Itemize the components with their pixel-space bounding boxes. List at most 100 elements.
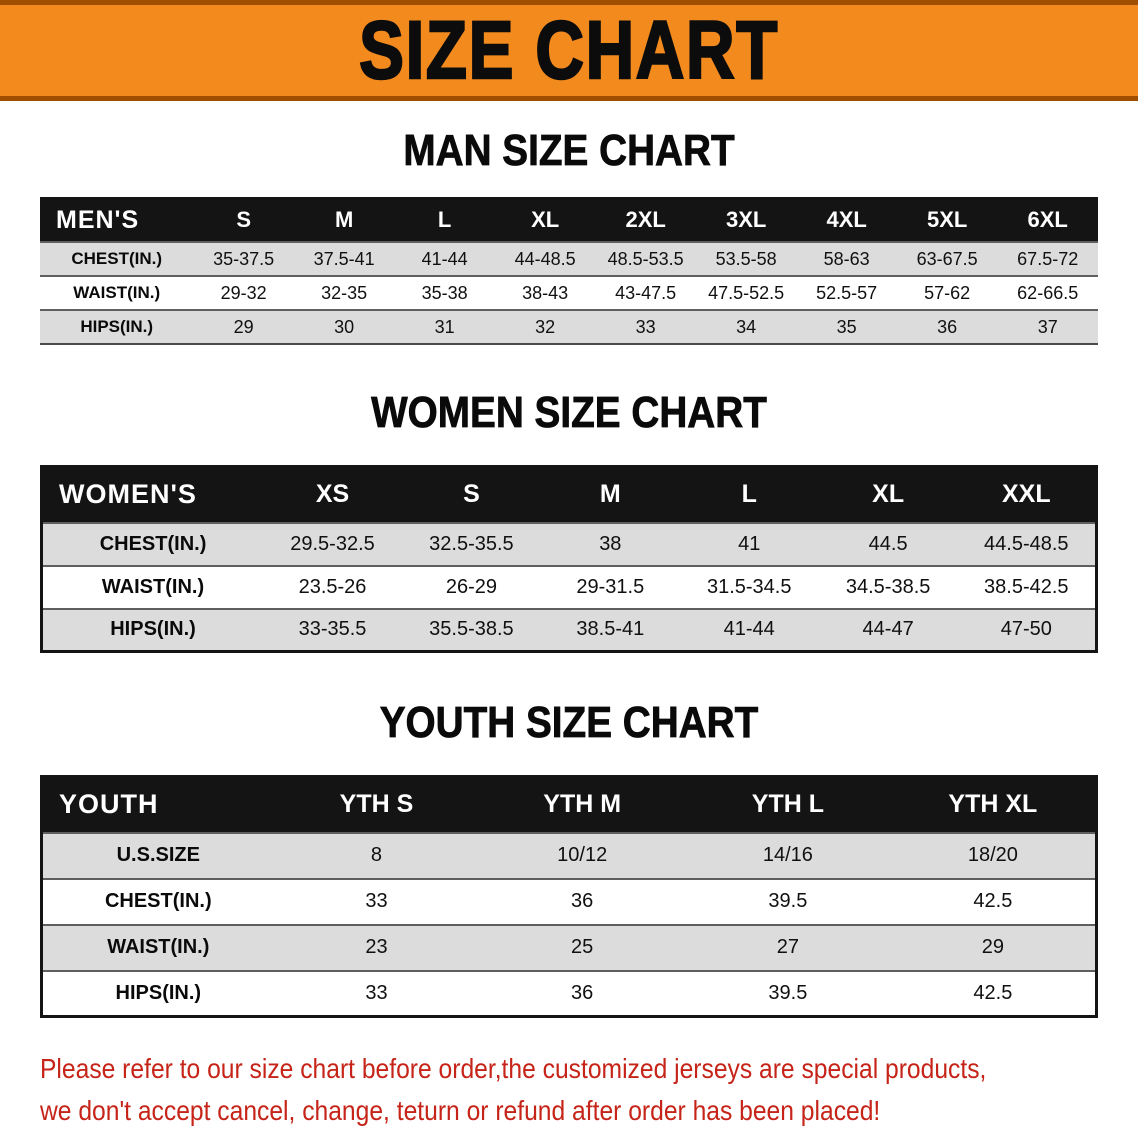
- women-section-heading: WOMEN SIZE CHART: [371, 388, 767, 437]
- size-column-header: L: [679, 466, 819, 523]
- women-size-table: WOMEN'S XS S M L XL XXL CHEST(IN.) 29.5-32.5 32.5…: [40, 465, 1098, 653]
- disclaimer-line-1: Please refer to our size chart before or…: [40, 1053, 987, 1084]
- size-column-header: YTH L: [685, 776, 891, 833]
- youth-size-table: YOUTH YTH S YTH M YTH L YTH XL U.S.SIZE 8 10/12…: [40, 775, 1098, 1018]
- size-value: 38: [599, 532, 622, 555]
- size-value: 29-32: [220, 282, 267, 303]
- size-value: 27: [776, 936, 800, 958]
- men-section-heading: MAN SIZE CHART: [403, 126, 735, 175]
- youth-table-title: YOUTH: [41, 776, 274, 833]
- size-value: 41-44: [723, 618, 775, 641]
- size-value: 63-67.5: [916, 248, 978, 269]
- size-value: 35-38: [421, 282, 468, 303]
- size-value: 47.5-52.5: [708, 282, 785, 303]
- row-label: WAIST(IN.): [73, 283, 161, 302]
- size-value: 26-29: [445, 575, 497, 598]
- size-value: 31: [434, 316, 455, 337]
- size-value: 30: [334, 316, 355, 337]
- size-value: 37: [1037, 316, 1058, 337]
- size-column-header: YTH M: [479, 776, 686, 833]
- youth-size-section: YOUTH SIZE CHART YOUTH YTH S YTH M YTH L YTH …: [0, 700, 1138, 1018]
- size-column-header: L: [394, 198, 495, 242]
- size-value: 42.5: [973, 890, 1013, 912]
- size-value: 35.5-38.5: [429, 618, 514, 641]
- size-column-header: XL: [818, 466, 958, 523]
- size-value: 32: [535, 316, 556, 337]
- size-value: 57-62: [924, 282, 971, 303]
- table-row: CHEST(IN.) 33 36 39.5 42.5: [41, 878, 1097, 925]
- row-label: HIPS(IN.): [110, 618, 196, 641]
- size-column-header: M: [540, 466, 680, 523]
- table-row: CHEST(IN.) 29.5-32.5 32.5-35.5 38 41 44.5 44.5…: [41, 522, 1097, 566]
- row-label: HIPS(IN.): [80, 317, 154, 336]
- size-column-header: YTH S: [273, 776, 480, 833]
- size-value: 36: [571, 890, 594, 912]
- size-value: 36: [571, 981, 594, 1004]
- women-size-section: WOMEN SIZE CHART WOMEN'S XS S M L XL XXL CHEST(I…: [0, 388, 1138, 653]
- size-value: 36: [937, 316, 958, 337]
- size-value: 10/12: [557, 844, 608, 866]
- size-value: 44-48.5: [514, 248, 576, 269]
- size-column-header: 3XL: [695, 198, 797, 242]
- size-value: 25: [571, 936, 594, 958]
- size-value: 18/20: [967, 844, 1018, 866]
- size-value: 33: [365, 890, 388, 912]
- size-value: 38.5-42.5: [984, 575, 1069, 598]
- size-value: 37.5-41: [313, 248, 375, 269]
- table-row: HIPS(IN.) 33 36 39.5 42.5: [41, 970, 1097, 1017]
- size-column-header: 2XL: [595, 198, 696, 242]
- size-value: 29: [981, 936, 1004, 958]
- size-value: 31.5-34.5: [706, 575, 792, 598]
- size-value: 32-35: [321, 282, 368, 303]
- size-column-header: XL: [494, 198, 596, 242]
- size-value: 48.5-53.5: [607, 248, 684, 269]
- size-column-header: 6XL: [997, 198, 1098, 242]
- sections-container: MAN SIZE CHART MEN'S S M L XL 2XL 3XL 4XL 5XL 6XL C…: [0, 126, 1138, 1018]
- size-value: 29.5-32.5: [290, 532, 375, 555]
- size-column-header: YTH XL: [890, 776, 1097, 833]
- women-table-title: WOMEN'S: [41, 466, 264, 523]
- size-value: 44.5: [868, 532, 908, 555]
- size-value: 39.5: [768, 981, 808, 1004]
- row-label: CHEST(IN.): [71, 249, 163, 268]
- size-column-header: S: [401, 466, 541, 523]
- size-column-header: XS: [263, 466, 402, 523]
- size-value: 53.5-58: [715, 248, 777, 269]
- size-value: 29: [233, 316, 254, 337]
- banner-title: SIZE CHART: [358, 4, 779, 96]
- table-row: U.S.SIZE 8 10/12 14/16 18/20: [41, 832, 1097, 879]
- size-value: 23.5-26: [298, 575, 367, 598]
- table-row: HIPS(IN.) 33-35.5 35.5-38.5 38.5-41 41-44 44-…: [41, 608, 1097, 652]
- row-label: HIPS(IN.): [115, 981, 202, 1004]
- size-value: 52.5-57: [816, 282, 878, 303]
- size-value: 44.5-48.5: [984, 532, 1069, 555]
- table-row: WAIST(IN.) 23 25 27 29: [41, 924, 1097, 971]
- size-value: 33: [365, 981, 388, 1004]
- size-value: 35-37.5: [213, 248, 275, 269]
- size-value: 62-66.5: [1017, 282, 1079, 303]
- table-header-row: YOUTH YTH S YTH M YTH L YTH XL: [41, 776, 1097, 833]
- disclaimer: Please refer to our size chart before or…: [40, 1048, 1138, 1132]
- size-value: 14/16: [762, 844, 813, 866]
- size-value: 67.5-72: [1017, 248, 1079, 269]
- size-column-header: M: [293, 198, 395, 242]
- size-value: 33: [635, 316, 656, 337]
- table-header-row: MEN'S S M L XL 2XL 3XL 4XL 5XL 6XL: [40, 198, 1098, 242]
- table-row: WAIST(IN.) 23.5-26 26-29 29-31.5 31.5-34.5 34…: [41, 565, 1097, 609]
- size-column-header: XXL: [957, 466, 1097, 523]
- size-value: 29-31.5: [576, 575, 645, 598]
- table-row: CHEST(IN.) 35-37.5 37.5-41 41-44 44-48.5 48.5…: [40, 242, 1098, 276]
- size-value: 23: [365, 936, 388, 958]
- row-label: WAIST(IN.): [107, 936, 210, 958]
- banner: SIZE CHART: [0, 0, 1138, 101]
- row-label: CHEST(IN.): [104, 890, 212, 912]
- men-size-table: MEN'S S M L XL 2XL 3XL 4XL 5XL 6XL CHEST(IN.) 35-37…: [40, 197, 1098, 345]
- size-value: 42.5: [973, 981, 1013, 1004]
- size-value: 8: [370, 844, 383, 866]
- size-value: 34: [736, 316, 757, 337]
- size-value: 44-47: [862, 618, 914, 641]
- table-row: HIPS(IN.) 29 30 31 32 33 34 35 36 37: [40, 310, 1098, 344]
- size-column-header: S: [193, 198, 294, 242]
- row-label: U.S.SIZE: [116, 844, 200, 866]
